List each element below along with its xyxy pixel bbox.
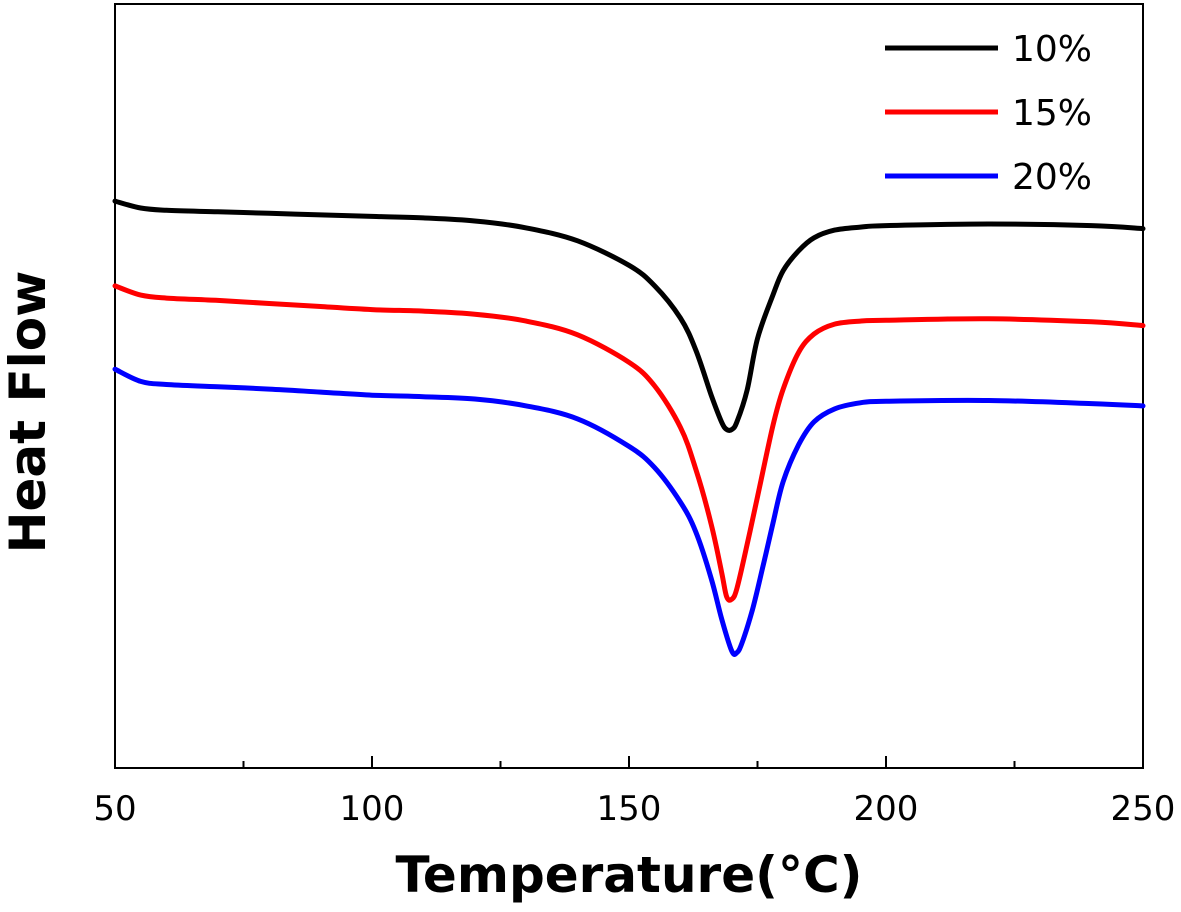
x-axis-title: Temperature(°C) <box>395 846 862 904</box>
legend: 10% 15% 20% <box>885 29 1092 198</box>
x-tick-label: 200 <box>854 789 919 829</box>
legend-label-3: 20% <box>1012 157 1092 198</box>
legend-label-2: 15% <box>1012 93 1092 134</box>
x-tick-label: 100 <box>340 789 405 829</box>
y-axis-title: Heat Flow <box>0 271 57 554</box>
series-line-3 <box>112 366 1146 657</box>
series-line-1 <box>112 198 1146 433</box>
series-lines <box>112 198 1146 657</box>
x-tick-label: 150 <box>597 789 662 829</box>
x-tick-label: 50 <box>93 789 136 829</box>
series-line-2 <box>112 283 1146 603</box>
x-axis-tick-labels: 50 100 150 200 250 <box>93 789 1175 829</box>
legend-label-1: 10% <box>1012 29 1092 70</box>
x-tick-label: 250 <box>1111 789 1176 829</box>
plot-frame <box>114 3 1144 769</box>
x-axis-ticks <box>114 756 1144 768</box>
